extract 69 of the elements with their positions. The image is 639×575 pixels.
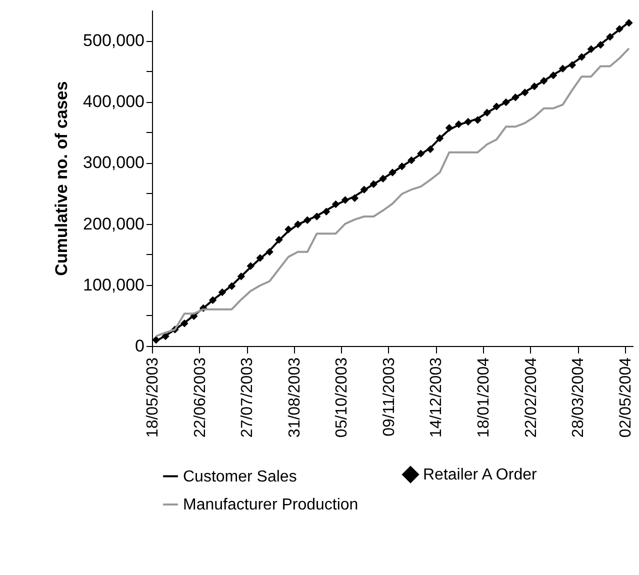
point <box>464 118 472 126</box>
point <box>322 208 330 216</box>
point <box>445 124 454 132</box>
y-tick-label: 100,000 <box>83 275 144 294</box>
y-tick-label: 300,000 <box>83 153 144 172</box>
point <box>246 262 255 270</box>
point <box>162 332 170 340</box>
point <box>454 120 463 128</box>
point <box>312 212 321 220</box>
x-tick-label: 22/06/2003 <box>192 357 209 438</box>
point <box>266 248 274 256</box>
point <box>426 145 434 154</box>
x-tick-label: 05/10/2003 <box>334 357 351 438</box>
point <box>596 40 604 49</box>
point <box>256 254 264 262</box>
x-tick-label: 18/01/2004 <box>476 357 493 438</box>
legend-label: Manufacturer Production <box>183 496 358 514</box>
point <box>417 150 425 158</box>
x-tick-label: 22/02/2004 <box>522 357 540 438</box>
point <box>304 216 312 224</box>
point <box>228 282 236 290</box>
x-tick-label: 28/03/2004 <box>570 357 588 438</box>
point <box>483 108 491 117</box>
point <box>558 64 567 73</box>
y-tick-label: 200,000 <box>83 214 144 234</box>
point <box>332 200 340 208</box>
y-tick-label: 0 <box>135 336 144 356</box>
x-tick-label: 02/05/2004 <box>617 357 634 438</box>
point <box>350 194 359 202</box>
point <box>275 236 283 244</box>
point <box>625 18 633 27</box>
point <box>474 116 482 124</box>
y-axis-title: Cumulative no. of cases <box>52 81 72 276</box>
point <box>152 336 160 344</box>
x-tick-label: 31/08/2003 <box>286 357 304 438</box>
x-tick-label: 18/05/2003 <box>144 357 162 438</box>
point <box>208 296 217 304</box>
point <box>530 82 538 90</box>
point <box>502 98 510 106</box>
point <box>284 225 292 234</box>
point <box>370 180 378 188</box>
point <box>521 88 529 96</box>
point <box>294 220 302 228</box>
point <box>549 71 558 80</box>
legend-label: Customer Sales <box>183 468 297 486</box>
point <box>616 25 624 33</box>
point <box>587 45 595 53</box>
point <box>388 168 396 176</box>
point <box>408 156 416 164</box>
x-tick-label: 27/07/2003 <box>239 357 256 438</box>
point <box>492 102 500 110</box>
y-tick-label: 500,000 <box>83 31 144 50</box>
x-tick-label: 09/11/2003 <box>380 357 398 436</box>
point <box>540 76 548 85</box>
point <box>512 93 520 102</box>
legend-label: Retailer A Order <box>423 466 538 484</box>
point <box>568 61 576 69</box>
y-tick-label: 400,000 <box>83 92 144 112</box>
point <box>218 288 226 296</box>
point <box>398 162 406 170</box>
point <box>436 134 444 142</box>
point <box>578 53 586 61</box>
point <box>360 186 368 194</box>
point <box>606 33 614 41</box>
point <box>237 272 246 280</box>
point <box>379 174 387 182</box>
x-tick-label: 14/12/2003 <box>428 357 446 438</box>
point <box>341 196 350 204</box>
point <box>180 320 188 328</box>
